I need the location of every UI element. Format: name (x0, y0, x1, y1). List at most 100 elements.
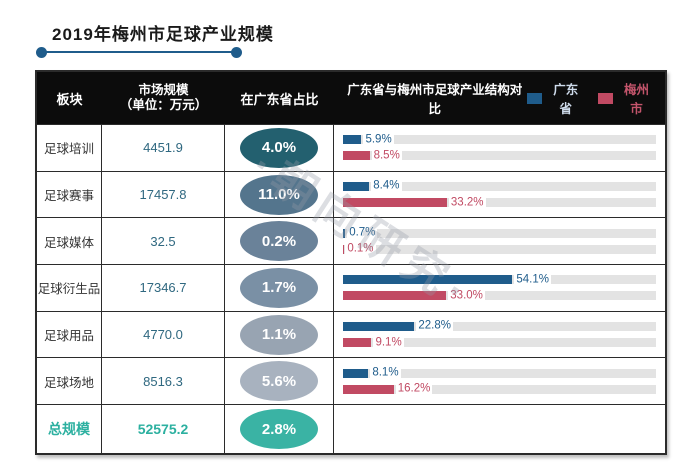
module-label: 足球赛事 (37, 171, 102, 218)
page-title: 2019年梅州市足球产业规模 (52, 25, 274, 44)
bar-meizhou-value-label: 0.1% (345, 242, 376, 256)
bar-guangdong-value-label: 0.7% (347, 226, 378, 240)
compare-bars-cell: 54.1% 33.0% (334, 265, 665, 311)
bar-meizhou-fill (343, 338, 372, 348)
market-scale-value: 17457.8 (102, 171, 225, 218)
bar-meizhou-track (343, 384, 656, 394)
market-scale-value: 4451.9 (102, 125, 225, 171)
bar-meizhou: 9.1% (343, 336, 656, 350)
bar-meizhou-value-label: 33.0% (448, 289, 485, 303)
bar-meizhou: 33.0% (343, 289, 656, 303)
bar-meizhou-value-label: 33.2% (448, 196, 486, 210)
bar-meizhou: 16.2% (343, 382, 656, 396)
table-header-row: 板块 市场规模 （单位：万元） 在广东省占比 广东省与梅州市足球产业结构对比 广… (37, 72, 665, 124)
empty-bars-cell (334, 405, 665, 453)
bar-guangdong-track (343, 368, 656, 378)
table-row: 足球场地 8516.3 5.6% 8.1% 16.2% (37, 357, 665, 405)
compare-title: 广东省与梅州市足球产业结构对比 (347, 83, 523, 116)
header-province-share: 在广东省占比 (240, 91, 319, 107)
legend-item-guangdong: 广东省 (527, 79, 584, 117)
market-scale-value: 32.5 (102, 218, 225, 265)
share-badge: 2.8% (240, 409, 318, 450)
compare-bars-cell: 8.1% 16.2% (334, 358, 665, 404)
share-cell: 4.0% (225, 125, 334, 171)
share-badge: 5.6% (240, 361, 318, 402)
table-row: 足球赛事 17457.8 11.0% 8.4% 33.2% (37, 170, 665, 218)
module-label: 足球衍生品 (37, 265, 102, 311)
bar-guangdong-fill (343, 321, 415, 331)
bar-guangdong-value-label: 22.8% (416, 319, 453, 333)
share-cell: 1.1% (225, 311, 334, 358)
share-badge: 1.7% (240, 267, 318, 308)
legend-swatch (598, 92, 613, 104)
bar-meizhou-fill (343, 151, 370, 161)
bar-guangdong-value-label: 54.1% (514, 273, 551, 287)
bar-guangdong-track (343, 135, 656, 145)
header-module: 板块 (56, 91, 83, 107)
bar-meizhou-fill (343, 198, 447, 208)
bar-meizhou-track (343, 151, 656, 161)
table-row: 足球衍生品 17346.7 1.7% 54.1% 33.0% (37, 264, 665, 311)
industry-scale-table: 板块 市场规模 （单位：万元） 在广东省占比 广东省与梅州市足球产业结构对比 广… (35, 70, 667, 455)
compare-bars-cell: 22.8% 9.1% (334, 312, 665, 358)
bar-guangdong-track (343, 228, 656, 238)
bar-meizhou-value-label: 16.2% (395, 382, 433, 396)
module-label: 足球培训 (37, 125, 102, 171)
share-badge: 1.1% (240, 314, 318, 355)
compare-bars-cell: 5.9% 8.5% (334, 125, 665, 171)
bar-meizhou: 33.2% (343, 196, 656, 210)
table-row: 足球媒体 32.5 0.2% 0.7% 0.1% (37, 217, 665, 265)
market-scale-value: 8516.3 (102, 358, 225, 405)
share-cell: 0.2% (225, 218, 334, 265)
compare-bars-cell: 8.4% 33.2% (334, 172, 665, 218)
bar-meizhou-value-label: 8.5% (371, 149, 402, 163)
table-row-total: 总规模 52575.2 2.8% (37, 404, 665, 454)
module-label: 足球场地 (37, 358, 102, 405)
title-underline-dot-right (231, 47, 242, 58)
header-structure-compare: 广东省与梅州市足球产业结构对比 广东省 梅州市 (334, 79, 665, 117)
bar-guangdong: 8.4% (343, 179, 656, 193)
bar-meizhou-track (343, 338, 656, 348)
bar-meizhou-fill (343, 384, 394, 394)
share-cell: 5.6% (225, 358, 334, 405)
legend-label: 广东省 (553, 83, 579, 116)
bar-meizhou-track (343, 291, 656, 301)
module-label: 足球媒体 (37, 218, 102, 265)
bar-guangdong-fill (343, 181, 370, 191)
bar-guangdong-fill (343, 135, 362, 145)
module-label: 总规模 (37, 405, 102, 454)
bar-guangdong: 22.8% (343, 319, 656, 333)
bar-meizhou-value-label: 9.1% (373, 336, 404, 350)
bar-meizhou: 0.1% (343, 242, 656, 256)
share-badge: 4.0% (240, 127, 318, 168)
table-body: 足球培训 4451.9 4.0% 5.9% 8.5% 足球赛事 17457.8 11.0% 8.… (37, 124, 665, 454)
bar-meizhou: 8.5% (343, 149, 656, 163)
title-underline-line (41, 51, 237, 53)
bar-guangdong-track (343, 181, 656, 191)
chart-legend: 广东省 梅州市 (527, 79, 655, 117)
title-underline (36, 47, 242, 58)
bar-meizhou-track (343, 198, 656, 208)
share-cell: 1.7% (225, 265, 334, 311)
market-scale-value: 17346.7 (102, 265, 225, 311)
module-label: 足球用品 (37, 311, 102, 358)
bar-guangdong-value-label: 8.1% (370, 366, 401, 380)
share-cell: 2.8% (225, 405, 334, 454)
bar-meizhou-track (343, 244, 656, 254)
header-market-scale-line1: 市场规模 (138, 83, 189, 97)
bar-guangdong-track (343, 321, 656, 331)
bar-guangdong-fill (343, 228, 346, 238)
market-scale-value: 52575.2 (102, 405, 225, 454)
table-row: 足球培训 4451.9 4.0% 5.9% 8.5% (37, 124, 665, 171)
legend-item-meizhou: 梅州市 (598, 79, 655, 117)
bar-guangdong: 8.1% (343, 366, 656, 380)
bar-guangdong: 54.1% (343, 273, 656, 287)
header-market-scale: 市场规模 （单位：万元） (102, 83, 225, 113)
share-cell: 11.0% (225, 171, 334, 218)
share-badge: 0.2% (240, 221, 318, 262)
title-underline-dot-left (36, 47, 47, 58)
table-row: 足球用品 4770.0 1.1% 22.8% 9.1% (37, 310, 665, 358)
bar-guangdong-value-label: 8.4% (371, 179, 402, 193)
bar-guangdong-fill (343, 275, 513, 285)
header-market-scale-unit: （单位：万元） (119, 98, 208, 112)
